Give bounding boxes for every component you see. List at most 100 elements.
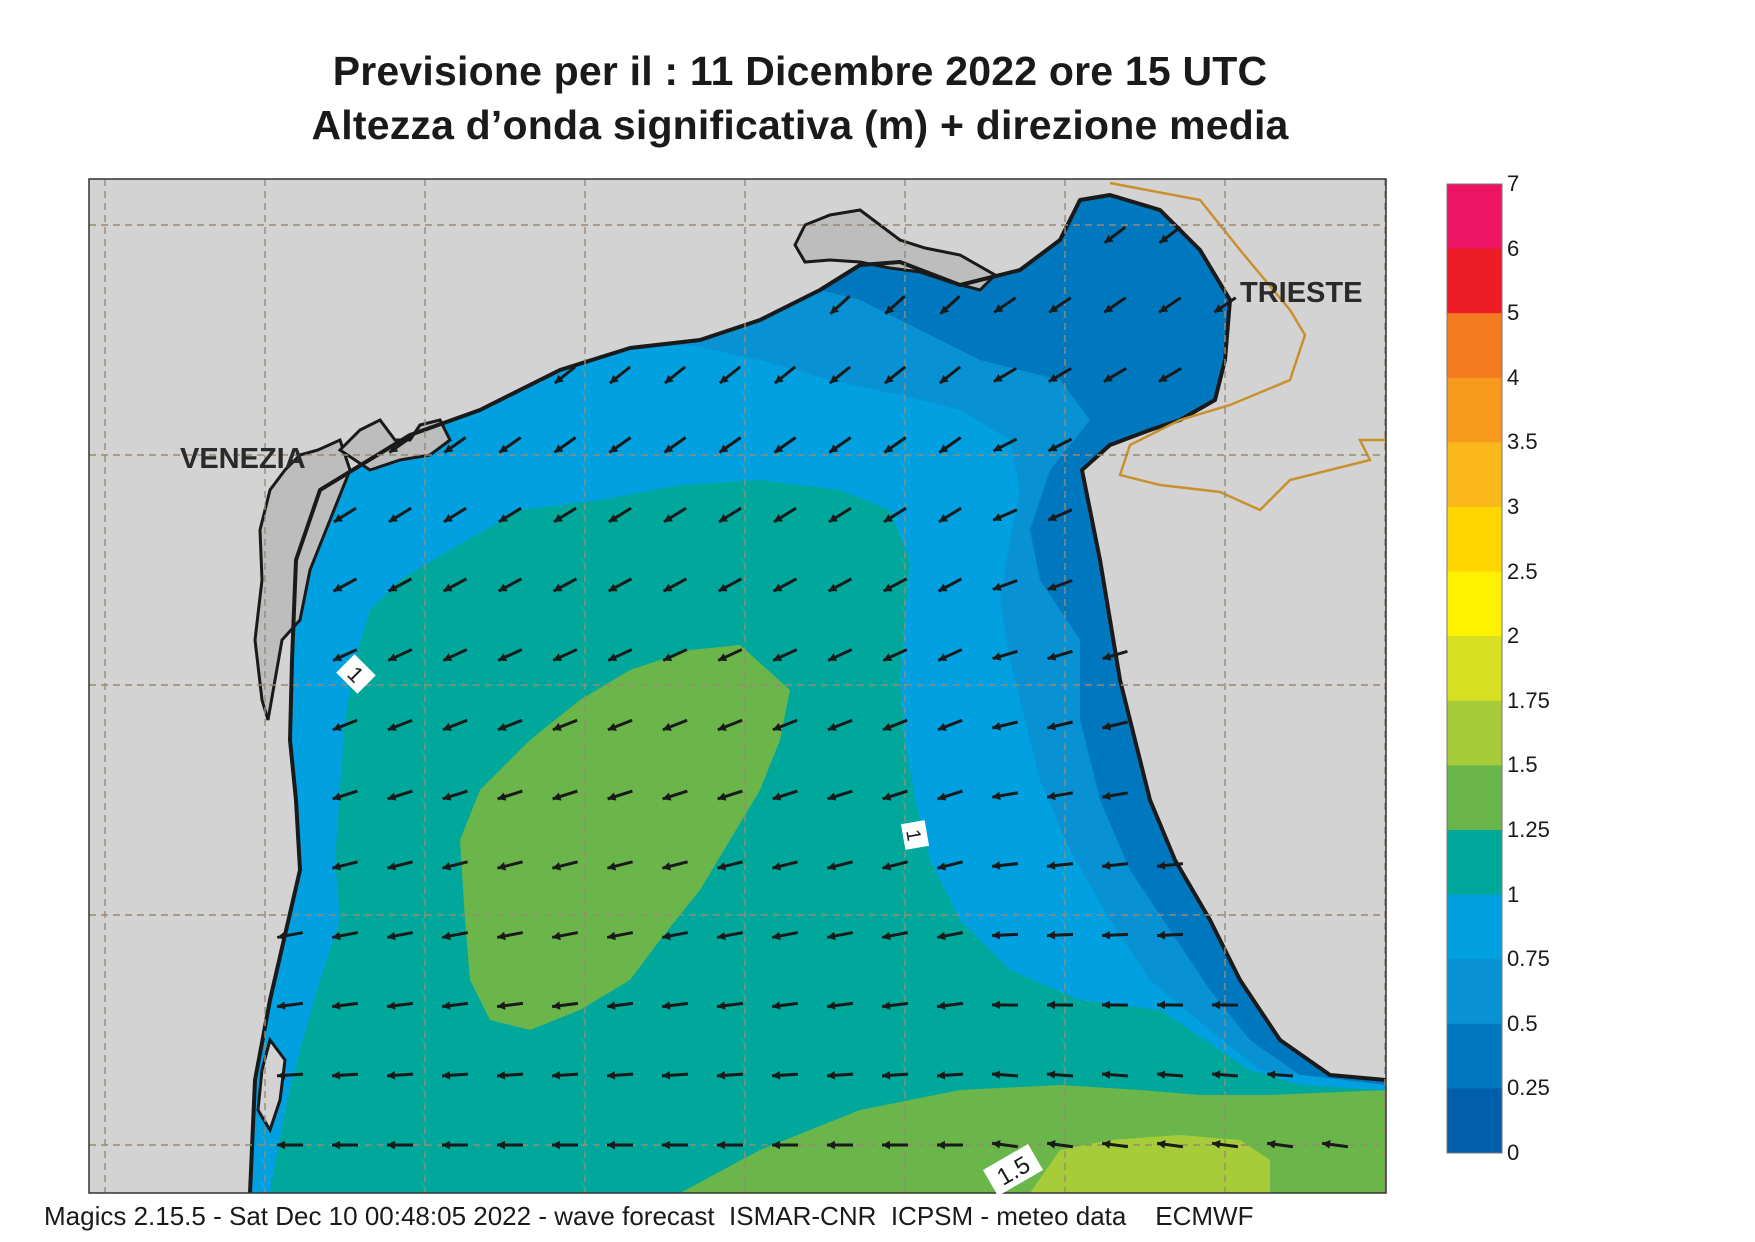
wave-arrow-head	[387, 1001, 396, 1010]
wave-arrow-head	[992, 791, 1001, 801]
title-line-2: Altezza d’onda significativa (m) + direz…	[311, 102, 1289, 148]
wave-arrow-head	[1159, 234, 1169, 243]
wave-arrow-head	[388, 653, 398, 662]
wave-arrow-head	[828, 653, 838, 662]
wave-arrow-head	[497, 931, 506, 941]
contour-label-1-center: 1	[900, 820, 930, 850]
wave-arrow-head	[552, 1140, 560, 1150]
wave-arrow-head	[387, 722, 397, 731]
wave-arrow-head	[607, 792, 617, 801]
wave-arrow-head	[827, 792, 837, 801]
wave-arrow-head	[992, 652, 1002, 661]
wave-arrow-head	[774, 444, 784, 453]
wave-arrow-head	[1158, 373, 1168, 382]
wave-arrow-head	[332, 792, 342, 801]
wave-arrow-head	[882, 1071, 891, 1080]
wave-arrow-head	[442, 1071, 451, 1080]
colorbar-tick-label: 3.5	[1507, 429, 1538, 455]
wave-arrow-head	[717, 862, 727, 871]
wave-arrow-head	[882, 792, 892, 801]
wave-arrow-head	[387, 1071, 396, 1080]
wave-arrow-head	[663, 514, 673, 522]
wave-arrow-head	[1212, 1140, 1221, 1149]
wave-arrow-head	[938, 653, 948, 662]
wave-arrow-head	[827, 862, 837, 871]
wave-arrow-head	[937, 722, 947, 731]
wave-arrow-head	[719, 444, 729, 453]
wave-arrow-head	[442, 931, 451, 941]
wave-arrow-head	[827, 1071, 836, 1080]
wave-arrow-head	[937, 792, 947, 801]
colorbar-swatch	[1447, 1088, 1502, 1154]
wave-arrow-head	[993, 373, 1003, 382]
wave-arrow-head	[1157, 1070, 1166, 1079]
wave-arrow-head	[333, 514, 343, 522]
colorbar-swatch	[1447, 377, 1502, 443]
wave-arrow-head	[1157, 1140, 1166, 1149]
wave-arrow-head	[993, 443, 1003, 452]
wave-arrow-head	[442, 862, 452, 871]
wave-arrow-head	[277, 931, 286, 941]
wave-arrow-head	[1102, 1140, 1111, 1149]
wave-arrow-head	[387, 931, 396, 941]
wave-arrow-head	[277, 1140, 285, 1150]
wave-arrow-head	[992, 1140, 1001, 1149]
colorbar-tick-label: 0.25	[1507, 1075, 1550, 1101]
wave-arrow-head	[332, 1140, 340, 1150]
colorbar-tick-label: 6	[1507, 235, 1520, 261]
wave-arrow-head	[882, 1001, 891, 1010]
wave-arrow-head	[1159, 304, 1169, 313]
wave-arrow-head	[497, 862, 507, 871]
wave-arrow-head	[553, 583, 563, 592]
wave-arrow-head	[443, 653, 453, 662]
wave-arrow-head	[992, 861, 1001, 870]
wave-arrow-head	[717, 1140, 725, 1150]
wave-arrow-head	[497, 792, 507, 801]
wave-arrow-head	[772, 931, 781, 941]
wave-arrow-head	[552, 931, 561, 941]
wave-arrow-head	[828, 583, 838, 592]
colorbar-tick-label: 4	[1507, 364, 1520, 390]
colorbar-tick-label: 1.25	[1507, 817, 1550, 842]
colorbar-swatch	[1447, 571, 1502, 637]
wave-arrow-head	[937, 1071, 946, 1080]
wave-arrow-head	[662, 1001, 671, 1010]
wave-arrow-head	[1047, 721, 1057, 731]
wave-arrow-head	[937, 862, 947, 871]
wave-arrow-head	[442, 722, 452, 731]
wave-arrow-head	[608, 653, 618, 662]
colorbar-tick-label: 1.75	[1507, 687, 1550, 713]
wave-arrow-head	[718, 583, 728, 592]
wave-arrow-head	[552, 792, 562, 801]
colorbar-swatch	[1447, 636, 1502, 702]
wave-arrow-head	[883, 583, 893, 592]
wave-arrow-head	[554, 444, 564, 453]
wave-arrow-head	[1047, 652, 1057, 661]
wave-arrow-head	[718, 653, 728, 662]
wave-arrow-head	[663, 583, 673, 592]
wave-arrow-head	[609, 444, 619, 453]
wave-arrow-head	[387, 862, 397, 871]
wave-arrow-head	[552, 1001, 561, 1010]
wave-arrow-head	[498, 514, 508, 522]
wave-arrow-head	[1047, 1140, 1056, 1149]
colorbar-swatch	[1447, 830, 1502, 896]
wave-arrow-head	[1047, 861, 1056, 870]
wave-arrow-head	[608, 583, 618, 592]
wave-arrow-head	[884, 444, 894, 453]
colorbar-swatch	[1447, 313, 1502, 379]
city-label-venezia: VENEZIA	[180, 443, 306, 475]
wave-arrow-head	[884, 374, 894, 384]
wave-arrow-head	[387, 1140, 395, 1150]
wave-arrow-head	[497, 722, 507, 731]
wave-arrow-head	[938, 514, 948, 522]
wave-arrow-head	[389, 444, 399, 453]
wave-arrow-head	[772, 1001, 781, 1010]
wave-arrow-head	[1047, 791, 1056, 801]
colorbar-swatch	[1447, 700, 1502, 766]
wave-arrow-head	[1047, 930, 1056, 940]
wave-arrow-head	[444, 444, 454, 453]
wave-arrow-head	[1157, 861, 1166, 870]
wave-arrow-head	[277, 1071, 286, 1080]
state-border	[1109, 181, 1386, 512]
